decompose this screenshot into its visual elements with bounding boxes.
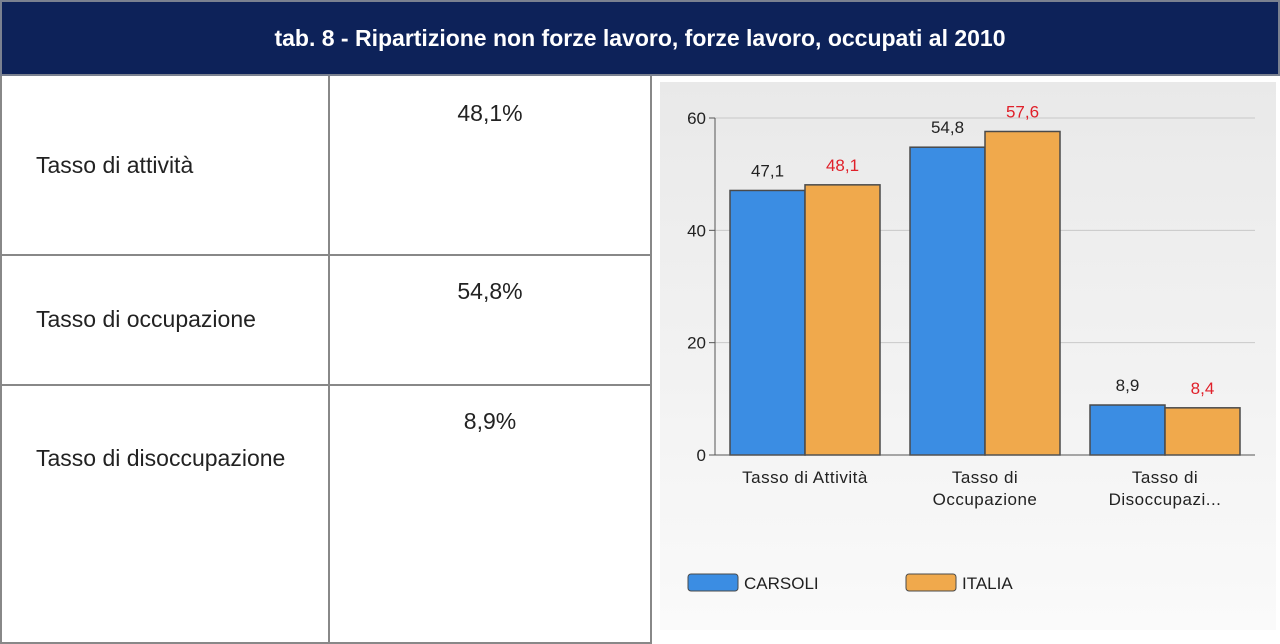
y-tick-label: 40 bbox=[687, 221, 706, 240]
bar bbox=[804, 184, 881, 456]
row-value: 8,9% bbox=[328, 384, 652, 644]
bar bbox=[1164, 407, 1241, 456]
data-label: 48,1 bbox=[826, 156, 859, 175]
data-label: 8,4 bbox=[1191, 379, 1215, 398]
y-tick-label: 0 bbox=[697, 446, 706, 465]
y-tick-label: 20 bbox=[687, 334, 706, 353]
data-label: 47,1 bbox=[751, 161, 784, 180]
row-value: 54,8% bbox=[328, 254, 652, 386]
row-label: Tasso di occupazione bbox=[0, 254, 330, 386]
table-title: tab. 8 - Ripartizione non forze lavoro, … bbox=[0, 0, 1280, 76]
legend-label: CARSOLI bbox=[744, 574, 819, 593]
bar bbox=[909, 146, 986, 456]
row-label: Tasso di disoccupazione bbox=[0, 384, 330, 644]
y-tick-label: 60 bbox=[687, 109, 706, 128]
chart: 0 20 40 60 47,1 48,1 54,8 57,6 8,9 8,4 CARSOLI ITAL… bbox=[660, 82, 1276, 630]
x-tick-label: Tasso di Attività bbox=[742, 468, 868, 487]
row-label: Tasso di attività bbox=[0, 76, 330, 256]
bar bbox=[729, 189, 806, 456]
row-value: 48,1% bbox=[328, 76, 652, 256]
bar bbox=[1089, 404, 1166, 456]
legend-label: ITALIA bbox=[962, 574, 1013, 593]
data-label: 57,6 bbox=[1006, 102, 1039, 121]
x-tick-label: Tasso di Occupazione bbox=[932, 468, 1038, 509]
data-label: 8,9 bbox=[1116, 376, 1140, 395]
bar bbox=[984, 130, 1061, 456]
data-label: 54,8 bbox=[931, 118, 964, 137]
x-tick-label: Tasso di Disoccupazi... bbox=[1108, 468, 1222, 509]
legend-swatch bbox=[687, 573, 739, 592]
legend-swatch bbox=[905, 573, 957, 592]
